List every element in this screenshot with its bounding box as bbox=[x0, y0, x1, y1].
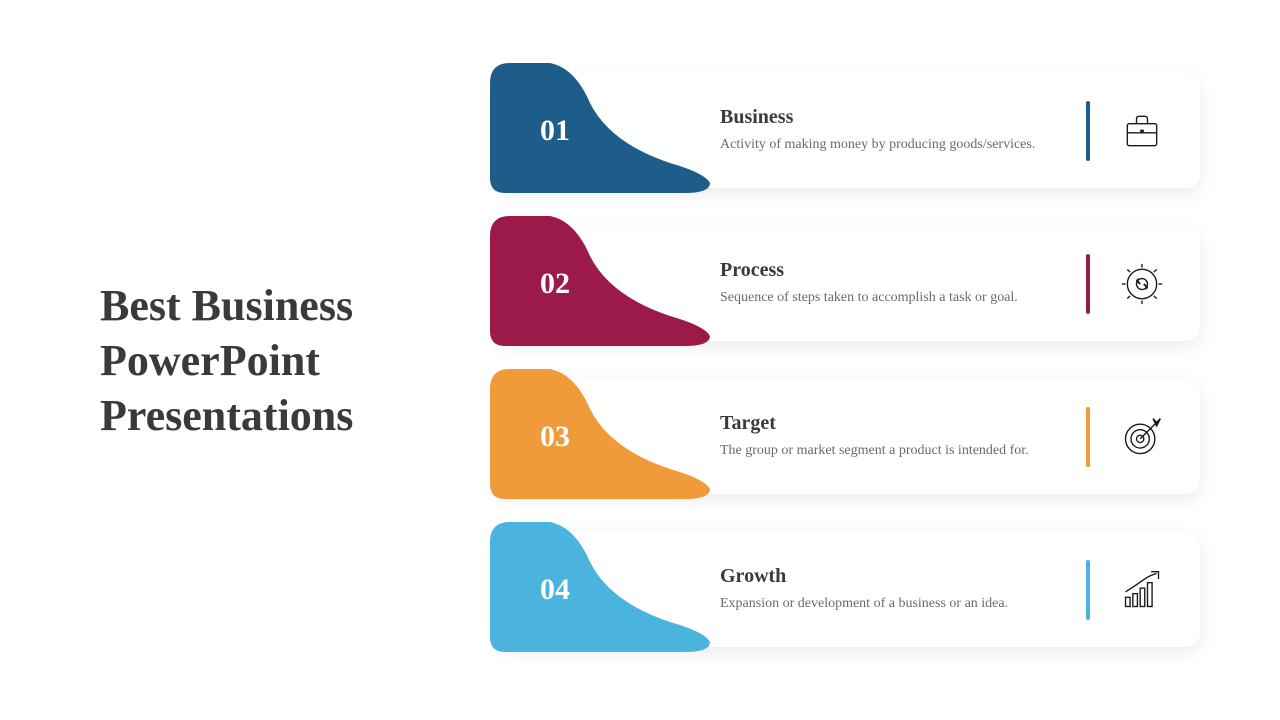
card-number: 04 bbox=[540, 573, 570, 607]
card-desc: Sequence of steps taken to accomplish a … bbox=[720, 288, 1054, 308]
card-content: Growth Expansion or development of a bus… bbox=[720, 565, 1064, 614]
briefcase-icon bbox=[1112, 109, 1172, 153]
card-title: Target bbox=[720, 412, 1054, 435]
card-desc: The group or market segment a product is… bbox=[720, 441, 1054, 461]
divider bbox=[1086, 560, 1090, 620]
divider bbox=[1086, 254, 1090, 314]
card-desc: Activity of making money by producing go… bbox=[720, 135, 1054, 155]
card-content: Target The group or market segment a pro… bbox=[720, 412, 1064, 461]
info-card: 03 Target The group or market segment a … bbox=[500, 379, 1200, 494]
wave-shape bbox=[490, 216, 720, 356]
card-number: 02 bbox=[540, 267, 570, 301]
cards-panel: 01 Business Activity of making money by … bbox=[500, 73, 1280, 647]
card-title: Growth bbox=[720, 565, 1054, 588]
page-title: Best Business PowerPoint Presentations bbox=[100, 278, 460, 443]
divider bbox=[1086, 407, 1090, 467]
target-icon bbox=[1112, 415, 1172, 459]
card-title: Process bbox=[720, 259, 1054, 282]
card-content: Business Activity of making money by pro… bbox=[720, 106, 1064, 155]
card-number: 01 bbox=[540, 114, 570, 148]
wave-shape bbox=[490, 63, 720, 203]
info-card: 01 Business Activity of making money by … bbox=[500, 73, 1200, 188]
info-card: 04 Growth Expansion or development of a … bbox=[500, 532, 1200, 647]
wave-shape bbox=[490, 522, 720, 662]
card-number: 03 bbox=[540, 420, 570, 454]
growth-icon bbox=[1112, 568, 1172, 612]
card-content: Process Sequence of steps taken to accom… bbox=[720, 259, 1064, 308]
title-panel: Best Business PowerPoint Presentations bbox=[0, 278, 500, 443]
wave-shape bbox=[490, 369, 720, 509]
gear-icon bbox=[1112, 262, 1172, 306]
card-desc: Expansion or development of a business o… bbox=[720, 594, 1054, 614]
divider bbox=[1086, 101, 1090, 161]
card-title: Business bbox=[720, 106, 1054, 129]
info-card: 02 Process Sequence of steps taken to ac… bbox=[500, 226, 1200, 341]
